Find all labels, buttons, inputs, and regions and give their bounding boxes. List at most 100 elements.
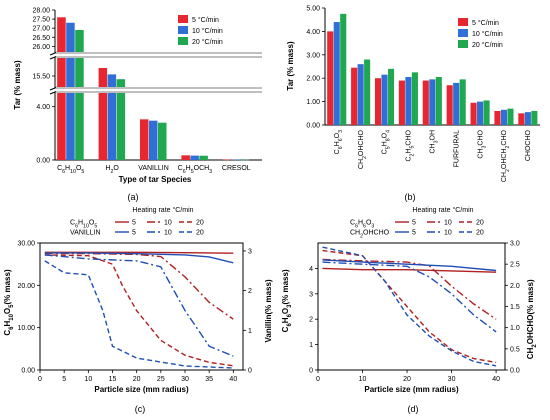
c-y-right-tick-label: 2 — [248, 288, 252, 295]
c-y-left-tick-label: 30.00 — [17, 241, 35, 248]
c-legend-entry: 5 — [132, 230, 136, 237]
b-bar — [524, 112, 531, 125]
a-bar — [181, 155, 190, 160]
a-legend-swatch — [178, 15, 188, 23]
d-series-line — [322, 267, 497, 273]
b-legend-swatch — [458, 40, 468, 48]
a-y-tick-label: 26.00 — [32, 44, 50, 51]
b-x-tick-label: CH2OHCHO — [358, 129, 368, 169]
c-x-tick-label: 30 — [181, 376, 189, 383]
d-y-right-tick-label: 3.0 — [510, 241, 520, 248]
a-x-tick-label: C6H5OCH3 — [178, 165, 213, 175]
d-legend-entry: 5 — [412, 230, 416, 237]
d-series-line — [322, 259, 497, 272]
c-series-line — [44, 254, 234, 367]
d-legend-row-label: C6H6O3 — [350, 220, 374, 230]
b-y-tick-label: 3.00 — [306, 52, 320, 59]
b-legend-label: 20 °C/min — [472, 41, 503, 49]
c-x-axis-title: Particle size (mm radius) — [94, 385, 189, 394]
d-legend-entry: 10 — [444, 220, 452, 227]
b-x-tick-label: C2H5CHO — [406, 129, 416, 161]
a-y-tick-label: 15.50 — [32, 74, 50, 81]
d-legend-entry: 10 — [444, 230, 452, 237]
b-bar — [381, 74, 388, 125]
b-bar — [374, 78, 382, 125]
b-x-tick-label: FURFURAL — [453, 130, 460, 167]
d-legend-row-label: CH2OHCHO — [350, 230, 390, 240]
d-x-tick-label: 30 — [448, 376, 456, 383]
a-bar — [140, 119, 149, 160]
a-y-tick-label: 4.00 — [36, 104, 50, 111]
a-x-tick-label: CRESOL — [222, 165, 251, 172]
c-y-left-tick-label: 0.00 — [21, 368, 35, 375]
d-y-left-title: C6H6O3 — [281, 304, 293, 332]
d-series-line — [322, 261, 497, 333]
b-bar — [398, 80, 405, 125]
d-y-left-tick-label: 2 — [309, 317, 313, 324]
b-bar — [411, 72, 418, 125]
a-legend-swatch — [178, 37, 188, 45]
d-y-right-tick-label: 0.0 — [510, 368, 520, 375]
b-y-tick-label: 1.00 — [306, 99, 320, 106]
d-x-axis-title: Particle size (mm radius) — [364, 385, 459, 394]
d-legend-entry: 20 — [476, 220, 484, 227]
d-y-right-tick-label: 1.0 — [510, 325, 520, 332]
c-y-left-unit: (% mass) — [3, 269, 12, 304]
c-legend-row-label: VANILLIN — [70, 230, 101, 237]
a-x-tick-label: H2O — [105, 165, 119, 175]
a-bar — [107, 74, 117, 160]
a-break-gap — [56, 52, 263, 58]
c-legend-entry: 20 — [196, 220, 204, 227]
d-x-tick-label: 40 — [492, 376, 500, 383]
c-y-left-tick-label: 10.00 — [17, 325, 35, 332]
b-bar — [405, 77, 412, 125]
b-bar — [340, 13, 347, 126]
a-legend-label: 5 °C/min — [192, 16, 219, 24]
panel-a — [49, 9, 263, 161]
b-panel-label: (b) — [405, 192, 416, 202]
b-bar — [531, 110, 538, 125]
a-bar — [158, 122, 167, 160]
d-y-right-tick-label: 2.0 — [510, 283, 520, 290]
c-x-tick-label: 25 — [157, 376, 165, 383]
a-y-tick-label: 0.00 — [36, 158, 50, 165]
d-y-left-tick-label: 1 — [309, 342, 313, 349]
b-y-tick-label: 2.00 — [306, 76, 320, 83]
c-y-right-tick-label: 0 — [248, 368, 252, 375]
a-bar — [98, 68, 108, 160]
d-y-right-tick-label: 1.5 — [510, 304, 520, 311]
a-bar — [190, 155, 199, 160]
c-x-tick-label: 40 — [229, 376, 237, 383]
c-x-tick-label: 15 — [109, 376, 117, 383]
c-legend-entry: 10 — [164, 230, 172, 237]
b-bar — [477, 101, 484, 125]
a-break-gap — [56, 87, 263, 93]
a-y-tick-label: 28.00 — [32, 8, 50, 15]
b-bar — [422, 80, 429, 125]
d-x-tick-label: 0 — [316, 376, 320, 383]
b-bar — [357, 64, 364, 125]
c-series-line — [44, 252, 234, 320]
b-bar — [494, 110, 501, 125]
b-y-tick-label: 5.00 — [306, 6, 320, 13]
a-y-axis-title: Tar (% mass) — [13, 60, 22, 110]
c-y-right-tick-label: 1 — [248, 328, 252, 335]
c-series-line — [44, 252, 234, 264]
c-legend-title: Heating rate °C/min — [132, 206, 193, 214]
d-x-tick-label: 20 — [403, 376, 411, 383]
c-x-tick-label: 20 — [133, 376, 141, 383]
c-x-tick-label: 0 — [38, 376, 42, 383]
d-y-left-tick-label: 3 — [309, 291, 313, 298]
b-x-tick-label: C5H8O4 — [382, 130, 392, 154]
c-x-tick-label: 5 — [62, 376, 66, 383]
a-x-tick-label: C6H10O5 — [57, 165, 84, 175]
a-y-tick-label: 27.00 — [32, 26, 50, 33]
b-y-tick-label: 4.00 — [306, 29, 320, 36]
a-bar — [231, 159, 241, 161]
b-y-axis-title: Tar (% mass) — [286, 41, 295, 91]
d-y-left-tick-label: 0 — [309, 368, 313, 375]
b-bar — [429, 79, 436, 125]
a-legend-swatch — [178, 26, 188, 34]
b-bar — [483, 100, 490, 125]
